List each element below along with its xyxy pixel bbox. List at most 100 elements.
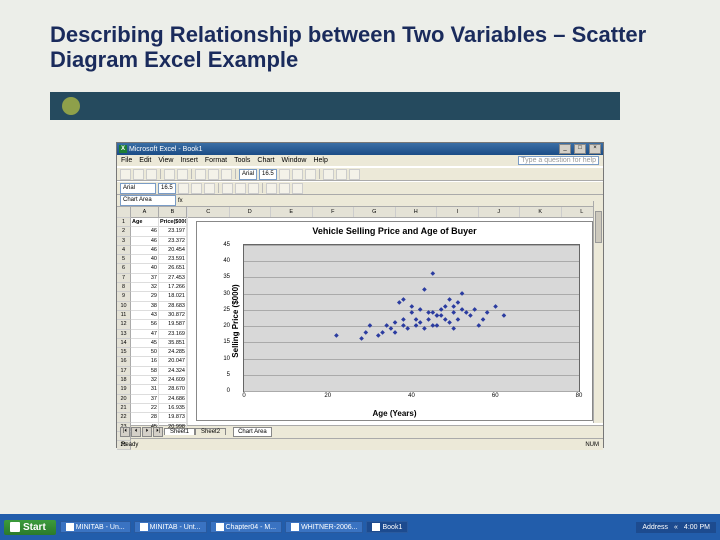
cell[interactable]: 45 [131, 339, 159, 348]
currency-icon[interactable] [222, 183, 233, 194]
cell[interactable]: 46 [131, 227, 159, 236]
cell[interactable]: 38 [131, 302, 159, 311]
cell[interactable]: 46 [131, 246, 159, 255]
close-button[interactable]: × [589, 144, 601, 154]
taskbar-button[interactable]: WHITNER-2006... [285, 521, 363, 533]
worksheet-grid[interactable]: 1234567891011121314151617181920212223242… [117, 207, 603, 425]
col-header[interactable]: E [271, 207, 313, 217]
menu-file[interactable]: File [121, 157, 132, 164]
cell[interactable]: 16.935 [159, 404, 187, 413]
cell[interactable]: 30.872 [159, 311, 187, 320]
italic-icon[interactable] [292, 169, 303, 180]
cell[interactable]: 22 [131, 404, 159, 413]
col-header-b[interactable]: B [159, 207, 187, 218]
minimize-button[interactable]: _ [559, 144, 571, 154]
row-header[interactable]: 5 [117, 255, 131, 264]
cell[interactable]: 23.169 [159, 330, 187, 339]
cell[interactable]: Price($000) [159, 218, 187, 227]
cell[interactable]: 28.683 [159, 302, 187, 311]
taskbar-button[interactable]: Book1 [366, 521, 408, 533]
align-center-icon[interactable] [336, 169, 347, 180]
cell[interactable]: 32 [131, 283, 159, 292]
row-header[interactable]: 13 [117, 330, 131, 339]
taskbar-button[interactable]: MINITAB - Un... [60, 521, 131, 533]
select-all-cell[interactable] [117, 207, 131, 218]
cell[interactable]: 47 [131, 330, 159, 339]
row-header[interactable]: 17 [117, 367, 131, 376]
cell[interactable]: 58 [131, 367, 159, 376]
row-header[interactable]: 10 [117, 302, 131, 311]
fx-icon[interactable]: fx [178, 198, 183, 204]
cell[interactable]: 24.285 [159, 348, 187, 357]
sheet-tab[interactable]: Sheet2 [195, 428, 226, 435]
cell[interactable]: 24.609 [159, 376, 187, 385]
menu-edit[interactable]: Edit [139, 157, 151, 164]
row-header[interactable]: 4 [117, 246, 131, 255]
row-header[interactable]: 9 [117, 292, 131, 301]
cell[interactable]: 26.651 [159, 264, 187, 273]
col-header[interactable]: G [354, 207, 396, 217]
cell[interactable]: 37 [131, 274, 159, 283]
start-button[interactable]: Start [4, 520, 56, 535]
cell[interactable]: 20.047 [159, 357, 187, 366]
fill-color-icon[interactable] [279, 183, 290, 194]
menu-chart[interactable]: Chart [257, 157, 274, 164]
cell[interactable]: 23.197 [159, 227, 187, 236]
cell[interactable]: 31 [131, 385, 159, 394]
cell[interactable]: 37 [131, 395, 159, 404]
menu-insert[interactable]: Insert [180, 157, 198, 164]
bold-icon-2[interactable] [178, 183, 189, 194]
row-header[interactable]: 12 [117, 320, 131, 329]
vertical-scrollbar[interactable] [593, 201, 603, 423]
row-header[interactable]: 19 [117, 385, 131, 394]
row-header[interactable]: 21 [117, 404, 131, 413]
cell[interactable]: 43 [131, 311, 159, 320]
menu-format[interactable]: Format [205, 157, 227, 164]
sheet-tab[interactable]: Sheet1 [164, 428, 195, 435]
cell[interactable]: 20.454 [159, 246, 187, 255]
maximize-button[interactable]: □ [574, 144, 586, 154]
cell[interactable]: 50 [131, 348, 159, 357]
preview-icon[interactable] [177, 169, 188, 180]
bold-icon[interactable] [279, 169, 290, 180]
embedded-chart[interactable]: Vehicle Selling Price and Age of Buyer S… [196, 221, 593, 421]
align-left-icon[interactable] [323, 169, 334, 180]
cell[interactable]: 32 [131, 376, 159, 385]
row-header[interactable]: 3 [117, 237, 131, 246]
cell[interactable]: 40 [131, 255, 159, 264]
cell[interactable]: 35.851 [159, 339, 187, 348]
row-header[interactable]: 15 [117, 348, 131, 357]
menu-window[interactable]: Window [282, 157, 307, 164]
cell[interactable]: 16 [131, 357, 159, 366]
tab-nav-first[interactable]: |⏴ [120, 427, 130, 437]
underline-icon-2[interactable] [204, 183, 215, 194]
open-icon[interactable] [133, 169, 144, 180]
italic-icon-2[interactable] [191, 183, 202, 194]
cell[interactable]: Age [131, 218, 159, 227]
cell[interactable]: 18.021 [159, 292, 187, 301]
align-right-icon[interactable] [349, 169, 360, 180]
cell[interactable]: 56 [131, 320, 159, 329]
tab-nav-last[interactable]: ⏵| [153, 427, 163, 437]
titlebar[interactable]: XMicrosoft Excel - Book1 _ □ × [117, 143, 603, 155]
row-header[interactable]: 22 [117, 413, 131, 422]
col-header[interactable]: C [188, 207, 230, 217]
cell[interactable]: 28.670 [159, 385, 187, 394]
cell[interactable]: 24.324 [159, 367, 187, 376]
font-size-field-2[interactable]: 16.5 [158, 183, 176, 194]
row-header[interactable]: 6 [117, 264, 131, 273]
print-icon[interactable] [164, 169, 175, 180]
menu-tools[interactable]: Tools [234, 157, 250, 164]
col-header[interactable]: F [313, 207, 355, 217]
cell[interactable]: 29 [131, 292, 159, 301]
row-header[interactable]: 16 [117, 357, 131, 366]
help-search-box[interactable]: Type a question for help [518, 156, 599, 165]
row-header[interactable]: 2 [117, 227, 131, 236]
taskbar-button[interactable]: MINITAB - Unt... [134, 521, 207, 533]
cell[interactable]: 23.591 [159, 255, 187, 264]
cell[interactable]: 40 [131, 264, 159, 273]
cell[interactable]: 28 [131, 413, 159, 422]
cell[interactable]: 27.453 [159, 274, 187, 283]
system-tray[interactable]: Address « 4:00 PM [636, 522, 716, 533]
col-header-a[interactable]: A [131, 207, 159, 218]
